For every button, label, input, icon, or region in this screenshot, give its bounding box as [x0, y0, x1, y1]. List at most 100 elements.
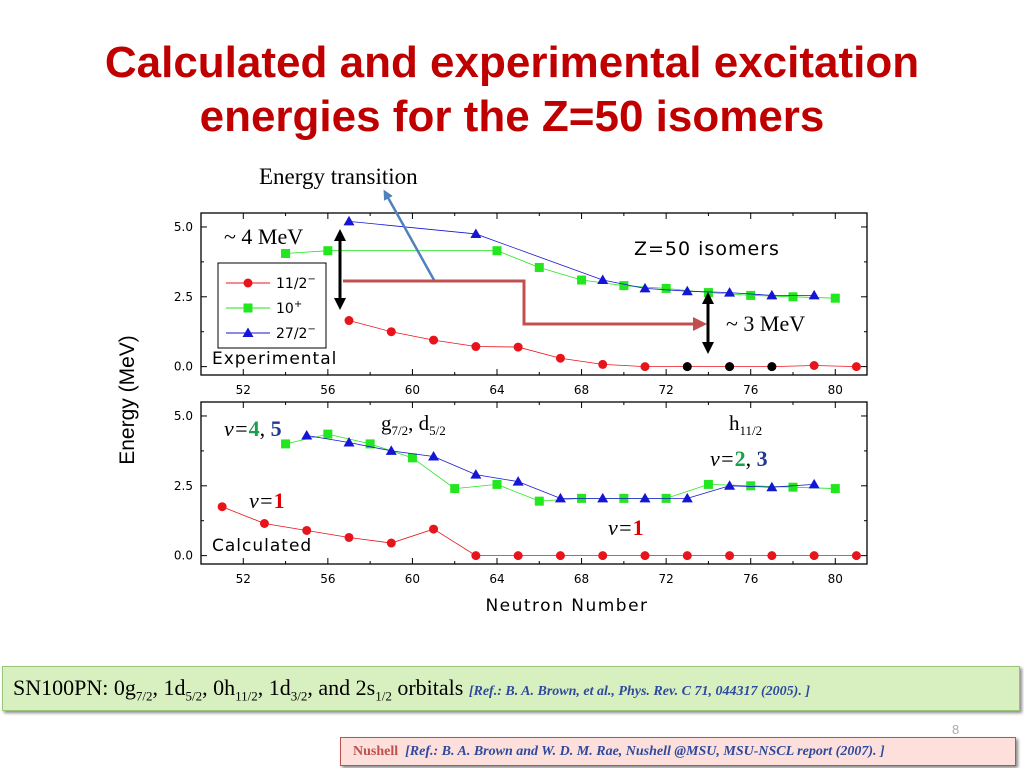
calculated-series-11-2-point [386, 538, 396, 548]
calculated-x-tick-label: 56 [320, 572, 335, 586]
calculated-series-27-2-point [639, 492, 651, 503]
experimental-series-27-2-point [681, 285, 693, 296]
nu-2-3-prefix: v= [710, 446, 735, 471]
calculated-series-11-2-point [259, 519, 269, 528]
experimental-series-11-2-point [513, 342, 523, 352]
nu-2-3-label: v=2, 3 [710, 446, 768, 471]
calculated-series-27-2-point [724, 480, 736, 490]
energy-transition-label: Energy transition [259, 164, 418, 189]
legend-entry-10: 10+ [226, 299, 302, 317]
experimental-x-tick-label: 76 [743, 383, 758, 397]
calculated-series-11-2-point [471, 551, 481, 561]
experimental-series-10-point [534, 262, 544, 272]
nu-4-5-a: 4 [249, 416, 260, 441]
experimental-panel [200, 212, 868, 376]
calculated-series-11-2-point [217, 502, 227, 512]
experimental-series-11-2-point [386, 327, 396, 337]
experimental-series-11-2-point [598, 359, 608, 369]
experimental-x-tick-label: 80 [828, 383, 843, 397]
experimental-series-27-2-point [597, 274, 609, 285]
g-d-orbital-label: g7/2, d5/2 [381, 411, 446, 438]
experimental-series-10-point [788, 292, 798, 302]
slide-title-line-1: Calculated and experimental excitation [104, 38, 920, 87]
sn100pn-info-box: SN100PN: 0g7/2, 1d5/2, 0h11/2, 1d3/2, an… [2, 666, 1020, 711]
experimental-series-27-2-point [343, 215, 355, 226]
experimental-x-tick-label: 60 [405, 383, 420, 397]
calculated-series-11-2-point [767, 551, 777, 561]
nu-1-right-prefix: v= [608, 515, 633, 540]
calculated-series-11-2-point [555, 551, 565, 561]
experimental-series-10-point [619, 281, 629, 291]
sn-sub-5: 1/2 [375, 688, 392, 704]
experimental-x-tick-label: 56 [320, 383, 335, 397]
calculated-panel-frame [200, 401, 868, 565]
calculated-series-11-2-point [682, 551, 692, 561]
legend-sup-10: + [294, 299, 302, 310]
calculated-series-10-point [746, 481, 756, 491]
experimental-series-black-point [725, 362, 735, 372]
calculated-series-11-2-line [221, 506, 857, 557]
nu-1-left-prefix: v= [249, 488, 274, 513]
experimental-series-27-2-point [808, 289, 820, 300]
calculated-series-27-2-point [428, 450, 440, 461]
x-axis-label: Neutron Number [485, 596, 648, 616]
experimental-x-tick-label: 72 [659, 383, 674, 397]
experimental-data: 52 56 60 64 68 72 76 80 0.0 2.5 5.0 [174, 213, 867, 397]
experimental-series-27-2-line [348, 220, 815, 296]
experimental-series-10-point [577, 275, 587, 285]
calculated-series-27-2-point [597, 492, 609, 503]
energy-transition-arrow [383, 189, 436, 281]
sn-text-3: , 1d [257, 675, 291, 700]
nu-2-3-b: 3 [757, 446, 768, 471]
calculated-series-10-point [830, 484, 840, 494]
experimental-series-27-2-point [470, 228, 482, 238]
experimental-x-tick-label: 68 [574, 383, 589, 397]
experimental-y-tick-label: 5.0 [174, 220, 193, 234]
four-mev-label: ~ 4 MeV [224, 224, 303, 249]
h-sub: 11/2 [740, 423, 763, 438]
experimental-series-11-2-point [809, 361, 819, 371]
experimental-series-27-2-point [724, 287, 736, 297]
calculated-panel [200, 401, 868, 565]
experimental-series-11-2-point [640, 362, 650, 372]
nu-1-right-label: v=1 [608, 515, 644, 540]
experimental-series-11-2-point [429, 335, 439, 345]
calculated-series-11-2-point [429, 524, 439, 534]
nu-4-5-b: 5 [271, 416, 282, 441]
experimental-x-tick-label: 64 [489, 383, 504, 397]
experimental-series-10-point [661, 283, 671, 293]
legend-marker-square [243, 303, 253, 313]
calculated-series-27-2-point [766, 481, 778, 492]
calculated-series-11-2-point [598, 551, 608, 561]
experimental-series-11-2-point [851, 362, 861, 372]
experimental-series-11-2-point [471, 342, 481, 352]
y-axis-label: Energy (MeV) [116, 335, 139, 465]
calculated-series-10-point [281, 439, 291, 449]
calculated-y-tick-label: 5.0 [174, 409, 193, 423]
calculated-x-tick-label: 80 [828, 572, 843, 586]
isomer-energy-chart: Energy (MeV) Neutron Number Experimental… [116, 164, 868, 616]
experimental-series-10-point [703, 288, 713, 298]
legend-label-27-2: 27/2− [276, 324, 316, 342]
experimental-panel-label: Experimental [212, 349, 337, 369]
experimental-y-tick-label: 0.0 [174, 360, 193, 374]
nu-1-left-label: v=1 [249, 488, 285, 513]
page-number: 8 [952, 722, 960, 737]
calculated-data: 52 56 60 64 68 72 76 800.02.55.0 [174, 402, 867, 586]
experimental-series-11-2-point [555, 353, 565, 363]
experimental-series-27-2-point [639, 282, 651, 293]
calculated-series-11-2-point [640, 551, 650, 561]
calculated-series-10-point [703, 479, 713, 489]
sn-sub-4: 3/2 [290, 688, 308, 704]
sn-text-4: , and 2s [307, 675, 376, 700]
sn-sub-2: 5/2 [185, 688, 203, 704]
calculated-series-27-2-point [385, 445, 397, 455]
legend-label-11-2: 11/2− [276, 274, 316, 292]
nushell-info-box: Nushell [Ref.: B. A. Brown and W. D. M. … [340, 737, 1016, 766]
calculated-series-10-point [788, 482, 798, 492]
nu-2-3-a: 2 [735, 446, 746, 471]
legend-marker-triangle [242, 327, 254, 337]
experimental-series-10-point [323, 246, 333, 256]
calculated-series-27-2-point [554, 492, 566, 503]
calculated-y-tick-label: 0.0 [174, 549, 193, 563]
